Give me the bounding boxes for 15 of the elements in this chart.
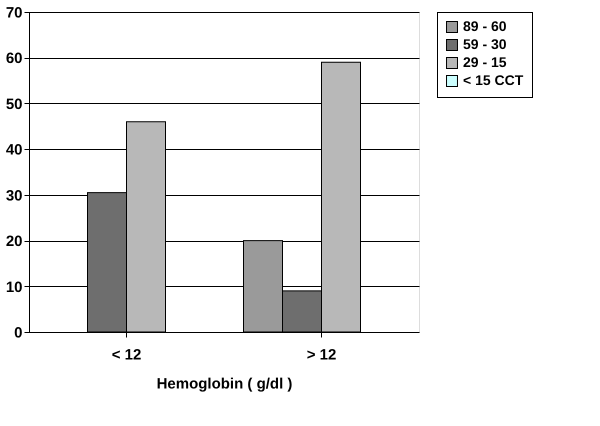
legend-label: 29 - 15 [463, 54, 507, 70]
legend-label: 59 - 30 [463, 36, 507, 52]
x-axis-title: Hemoglobin ( g/dl ) [156, 376, 292, 392]
y-tick-label: 20 [6, 233, 22, 250]
y-tick-label: 70 [6, 4, 22, 22]
legend-label: < 15 CCT [463, 72, 524, 88]
y-tick-label: 10 [6, 278, 22, 296]
y-tick-label: 50 [6, 96, 22, 113]
x-tick-label: < 12 [112, 346, 142, 364]
y-tick-label: 30 [6, 187, 22, 204]
x-tick-label: > 12 [306, 346, 336, 364]
y-tick-label: 40 [6, 142, 22, 159]
legend-label: 89 - 60 [463, 18, 507, 34]
y-tick-label: 0 [14, 324, 22, 342]
y-tick-label: 60 [6, 50, 22, 68]
